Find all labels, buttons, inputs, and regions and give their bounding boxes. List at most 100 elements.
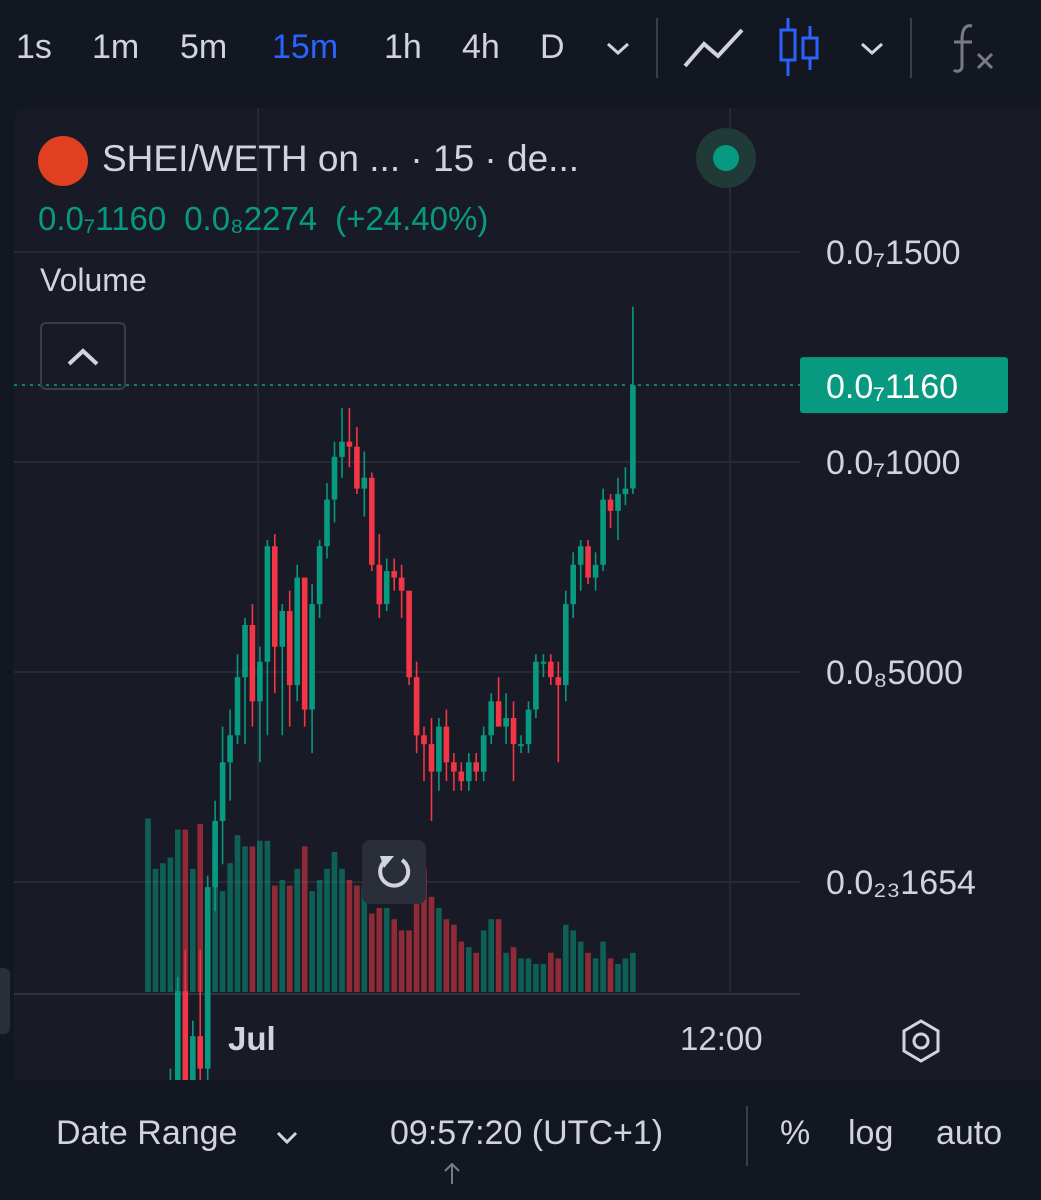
candlestick-chart[interactable]: 0.0₇1500 0.0₇1000 0.0₈5000 0.0₂₃1654 0.0₇116…	[14, 108, 1041, 1080]
y-tick-label: 0.0₇1000	[826, 444, 961, 482]
chart-type-dropdown-icon[interactable]	[858, 36, 886, 60]
volume-bar	[331, 852, 338, 992]
volume-bar	[451, 924, 457, 992]
candle-body	[518, 744, 524, 747]
volume-bar	[473, 952, 479, 992]
candles-chart-icon[interactable]	[778, 16, 822, 78]
market-status-indicator[interactable]	[696, 128, 756, 188]
y-tick-label: 0.0₇1500	[826, 234, 961, 272]
candle-body	[227, 735, 233, 763]
candle-body	[406, 590, 412, 678]
candle-body	[473, 762, 479, 772]
volume-bar	[257, 840, 263, 992]
candle-body	[264, 546, 271, 662]
timeframe-d[interactable]: D	[540, 28, 565, 66]
timeframe-dropdown-icon[interactable]	[604, 36, 632, 60]
volume-bar	[294, 868, 300, 992]
token-logo	[38, 136, 88, 186]
volume-bar	[406, 930, 412, 992]
volume-bar	[525, 958, 532, 992]
candle-body	[436, 726, 442, 772]
candle-body	[286, 611, 293, 686]
reset-chart-button[interactable]	[362, 840, 426, 904]
candle-body	[391, 571, 397, 578]
line-chart-icon[interactable]	[682, 26, 746, 72]
candle-body	[480, 735, 487, 772]
volume-bar	[361, 885, 368, 992]
candle-body	[503, 718, 509, 727]
candle-body	[175, 991, 181, 1080]
candle-body	[525, 709, 532, 745]
volume-bar	[279, 880, 286, 992]
last-value: 0.0₇1160	[38, 200, 167, 237]
last-price-badge	[800, 357, 1008, 414]
status-dot-icon	[713, 145, 739, 171]
candle-body	[346, 441, 353, 447]
arrow-up-icon	[444, 1162, 460, 1184]
volume-bar	[197, 824, 203, 992]
percent-scale-toggle[interactable]: %	[780, 1114, 811, 1152]
volume-bar	[376, 908, 383, 992]
timeframe-5m[interactable]: 5m	[180, 28, 228, 66]
volume-bar	[577, 941, 584, 992]
candle-body	[242, 625, 248, 678]
log-scale-toggle[interactable]: log	[848, 1114, 894, 1152]
volume-bar	[592, 958, 599, 992]
candle-body	[533, 661, 539, 710]
candle-body	[577, 546, 584, 565]
volume-bar	[301, 846, 308, 992]
volume-bar	[458, 941, 465, 992]
volume-bar	[249, 846, 256, 992]
candle-body	[361, 477, 368, 489]
volume-bar	[548, 952, 554, 992]
chart-panel[interactable]: 0.0₇1500 0.0₇1000 0.0₈5000 0.0₂₃1654 0.0₇116…	[14, 108, 1041, 1080]
candle-body	[212, 821, 218, 888]
candle-body	[592, 564, 599, 578]
volume-bar	[227, 863, 233, 992]
candle-body	[354, 446, 360, 489]
volume-bar	[212, 852, 218, 992]
volume-bar	[466, 947, 472, 992]
date-range-button[interactable]: Date Range	[56, 1114, 238, 1152]
y-tick-label: 0.0₂₃1654	[826, 864, 976, 902]
candle-body	[622, 488, 629, 495]
volume-bar	[264, 840, 271, 992]
timeframe-1h[interactable]: 1h	[384, 28, 422, 66]
change-percent: (+24.40%)	[335, 200, 489, 237]
volume-indicator-label[interactable]: Volume	[40, 262, 147, 298]
volume-bar	[309, 891, 315, 992]
collapse-legend-button[interactable]	[40, 322, 126, 390]
volume-bar	[234, 835, 241, 992]
change-value: 0.0₈2274	[184, 200, 318, 237]
candle-body	[421, 735, 427, 745]
candle-body	[630, 385, 636, 489]
candle-body	[398, 577, 405, 591]
indicators-fx-icon[interactable]	[950, 22, 998, 74]
candle-body	[249, 625, 256, 702]
candle-body	[294, 577, 300, 686]
candle-body	[585, 546, 591, 578]
candle-body	[383, 571, 390, 605]
candle-body	[316, 546, 323, 605]
volume-bar	[354, 885, 360, 992]
timeframe-1s[interactable]: 1s	[16, 28, 52, 66]
volume-bar	[630, 952, 636, 992]
volume-bar	[488, 919, 494, 992]
volume-bar	[555, 958, 562, 992]
volume-bar	[510, 947, 517, 992]
candle-body	[615, 494, 621, 511]
bottom-divider	[746, 1106, 748, 1166]
settings-icon[interactable]	[898, 1018, 944, 1064]
symbol-title[interactable]: SHEI/WETH on ... · 15 · de...	[102, 138, 580, 179]
candle-body	[331, 456, 338, 500]
y-tick-label: 0.0₈5000	[826, 654, 963, 692]
auto-scale-toggle[interactable]: auto	[936, 1114, 1003, 1152]
clock-timezone[interactable]: 09:57:20 (UTC+1)	[390, 1114, 664, 1152]
timeframe-15m[interactable]: 15m	[272, 28, 339, 66]
timeframe-1m[interactable]: 1m	[92, 28, 140, 66]
side-panel-handle[interactable]	[0, 968, 10, 1034]
volume-bar	[167, 857, 174, 992]
timeframe-4h[interactable]: 4h	[462, 28, 500, 66]
volume-bar	[339, 868, 345, 992]
date-range-dropdown-icon[interactable]	[274, 1128, 300, 1148]
